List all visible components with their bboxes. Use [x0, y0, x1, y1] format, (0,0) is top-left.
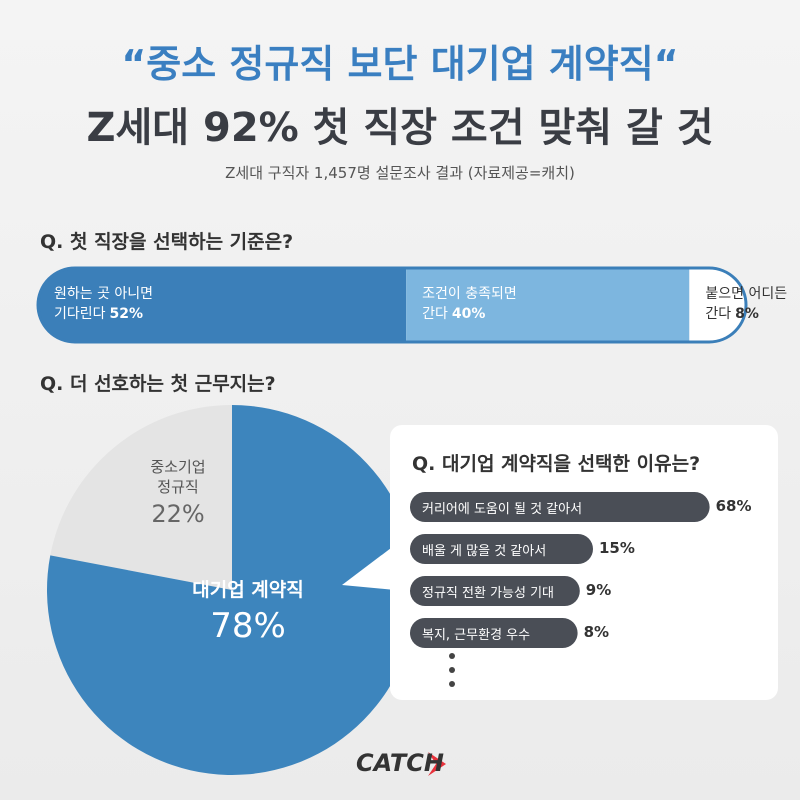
section-title: Q. 대기업 계약직을 선택한 이유는?	[412, 453, 701, 475]
ellipsis-dot	[449, 653, 455, 659]
segment-category: 붙으면 어디든 간다	[705, 286, 788, 322]
segment-label: 원하는 곳 아니면 기다린다 52%	[54, 285, 153, 324]
segment-label: 붙으면 어디든 간다 8%	[705, 285, 787, 324]
bar-category: 커리어에 도움이 될 것 같아서	[422, 502, 583, 517]
logo: CATCH	[356, 749, 444, 777]
bar-outline	[36, 266, 748, 344]
ellipsis-dot	[449, 667, 455, 673]
bar	[410, 576, 580, 606]
title-line: Z세대 92% 첫 직장 조건 맞춰 갈 것	[86, 105, 714, 151]
bar-category: 배울 게 많을 것 같아서	[422, 544, 547, 559]
bar-value: 9%	[585, 581, 612, 599]
slice-value: 22%	[151, 500, 205, 528]
callout-pointer	[342, 545, 395, 590]
slice-label: 중소기업 정규직	[150, 458, 206, 496]
segment-category: 원하는 곳 아니면 기다린다	[54, 286, 154, 322]
bar-category: 정규직 전환 가능성 기대	[422, 586, 554, 601]
slice-label: 대기업 계약직	[192, 579, 304, 601]
segment-value: 8%	[735, 305, 759, 322]
bar	[410, 618, 578, 648]
bar-segment	[38, 268, 407, 342]
subtitle: Z세대 구직자 1,457명 설문조사 결과 (자료제공=캐치)	[225, 164, 575, 182]
slice-value: 78%	[210, 606, 286, 646]
pie-slice	[50, 405, 233, 590]
bar-category: 복지, 근무환경 우수	[422, 628, 531, 643]
pie-slice	[47, 405, 418, 776]
ellipsis-dot	[449, 681, 455, 687]
segment-value: 40%	[451, 305, 486, 322]
bar-value: 15%	[599, 539, 635, 557]
bar	[410, 534, 593, 564]
bar	[410, 492, 710, 522]
logo-arrow	[428, 752, 446, 776]
bar-value: 8%	[583, 623, 610, 641]
segment-category: 조건이 충족되면 간다	[422, 286, 517, 322]
bar-value: 68%	[715, 497, 752, 515]
section-title: Q. 더 선호하는 첫 근무지는?	[40, 373, 276, 395]
section-title: Q. 첫 직장을 선택하는 기준은?	[40, 231, 294, 253]
segment-value: 52%	[109, 305, 144, 322]
segment-label: 조건이 충족되면 간다 40%	[422, 285, 517, 324]
title-line: “중소 정규직 보단 대기업 계약직“	[121, 42, 679, 86]
bar-segment	[406, 268, 690, 342]
